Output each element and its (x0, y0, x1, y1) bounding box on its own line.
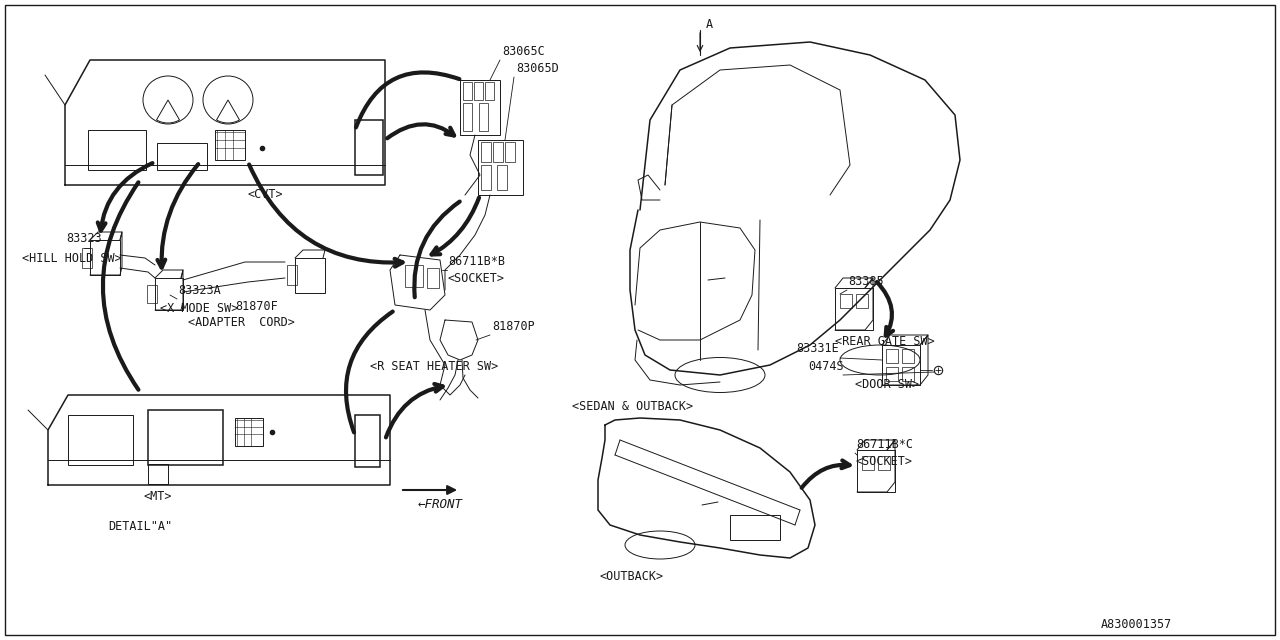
Text: 86711B*B: 86711B*B (448, 255, 506, 268)
FancyArrowPatch shape (387, 384, 443, 437)
Text: <HILL HOLD SW>: <HILL HOLD SW> (22, 252, 122, 265)
Bar (236, 418, 262, 446)
FancyArrowPatch shape (250, 164, 403, 267)
Text: 0474S: 0474S (808, 360, 844, 373)
Bar (404, 265, 422, 287)
Bar (835, 288, 873, 330)
Wedge shape (216, 100, 239, 123)
Text: <X MODE SW>: <X MODE SW> (160, 302, 238, 315)
Bar (82, 248, 92, 268)
FancyArrowPatch shape (801, 460, 850, 488)
Text: 83331E: 83331E (796, 342, 838, 355)
Bar (730, 515, 780, 540)
Text: <SOCKET>: <SOCKET> (448, 272, 506, 285)
FancyArrowPatch shape (346, 312, 393, 433)
Ellipse shape (840, 345, 920, 375)
Bar (68, 415, 133, 465)
Bar (355, 415, 380, 467)
Text: 83323A: 83323A (178, 284, 220, 297)
Text: <DOOR SW>: <DOOR SW> (855, 378, 919, 391)
Bar (861, 456, 874, 470)
Text: 83065C: 83065C (502, 45, 545, 58)
Bar (481, 142, 492, 162)
Ellipse shape (204, 76, 253, 124)
Bar (215, 130, 244, 160)
Bar (463, 103, 472, 131)
Bar (858, 450, 895, 492)
Text: 81870P: 81870P (492, 320, 535, 333)
Bar (497, 165, 507, 190)
Text: <MT>: <MT> (143, 490, 172, 503)
Bar (856, 294, 868, 308)
Bar (878, 456, 890, 470)
Bar (355, 120, 383, 175)
Bar (493, 142, 503, 162)
Bar (157, 143, 207, 170)
Bar (479, 103, 488, 131)
Text: ←FRONT: ←FRONT (417, 498, 462, 511)
Bar (506, 142, 515, 162)
Bar (477, 140, 524, 195)
Text: 81870F: 81870F (236, 300, 278, 313)
FancyArrowPatch shape (431, 198, 479, 255)
Bar (463, 82, 472, 100)
FancyArrowPatch shape (415, 202, 460, 297)
Text: <OUTBACK>: <OUTBACK> (600, 570, 664, 583)
Bar (902, 349, 914, 363)
Bar (155, 278, 183, 310)
Text: A830001357: A830001357 (1101, 618, 1172, 631)
Bar (886, 349, 899, 363)
Text: <ADAPTER  CORD>: <ADAPTER CORD> (188, 316, 294, 329)
FancyArrowPatch shape (356, 72, 460, 127)
Bar (148, 410, 223, 465)
Bar (148, 464, 168, 484)
FancyArrowPatch shape (157, 164, 198, 268)
Bar (294, 258, 325, 293)
Text: <CVT>: <CVT> (248, 188, 284, 201)
Bar (88, 130, 146, 170)
Bar (882, 345, 920, 385)
Ellipse shape (675, 358, 765, 392)
FancyArrowPatch shape (877, 282, 893, 335)
Text: <SOCKET>: <SOCKET> (856, 455, 913, 468)
Text: 86711B*C: 86711B*C (856, 438, 913, 451)
Wedge shape (156, 100, 179, 123)
FancyArrowPatch shape (97, 163, 152, 230)
Bar (287, 265, 297, 285)
Text: <REAR GATE SW>: <REAR GATE SW> (835, 335, 934, 348)
Ellipse shape (143, 76, 193, 124)
Text: <R SEAT HEATER SW>: <R SEAT HEATER SW> (370, 360, 498, 373)
Bar (474, 82, 483, 100)
Bar (840, 294, 852, 308)
Text: 83385: 83385 (849, 275, 883, 288)
FancyArrowPatch shape (102, 182, 138, 390)
FancyArrowPatch shape (387, 124, 454, 138)
Text: 83323: 83323 (67, 232, 101, 245)
Bar (90, 240, 120, 275)
Text: DETAIL"A": DETAIL"A" (108, 520, 172, 533)
Text: 83065D: 83065D (516, 62, 559, 75)
Ellipse shape (625, 531, 695, 559)
Bar (428, 268, 439, 288)
Bar (902, 367, 914, 381)
Bar (485, 82, 494, 100)
Text: <SEDAN & OUTBACK>: <SEDAN & OUTBACK> (572, 400, 694, 413)
Text: A: A (707, 18, 713, 31)
Bar (481, 165, 492, 190)
Bar (886, 367, 899, 381)
Bar (147, 285, 157, 303)
Bar (460, 80, 500, 135)
